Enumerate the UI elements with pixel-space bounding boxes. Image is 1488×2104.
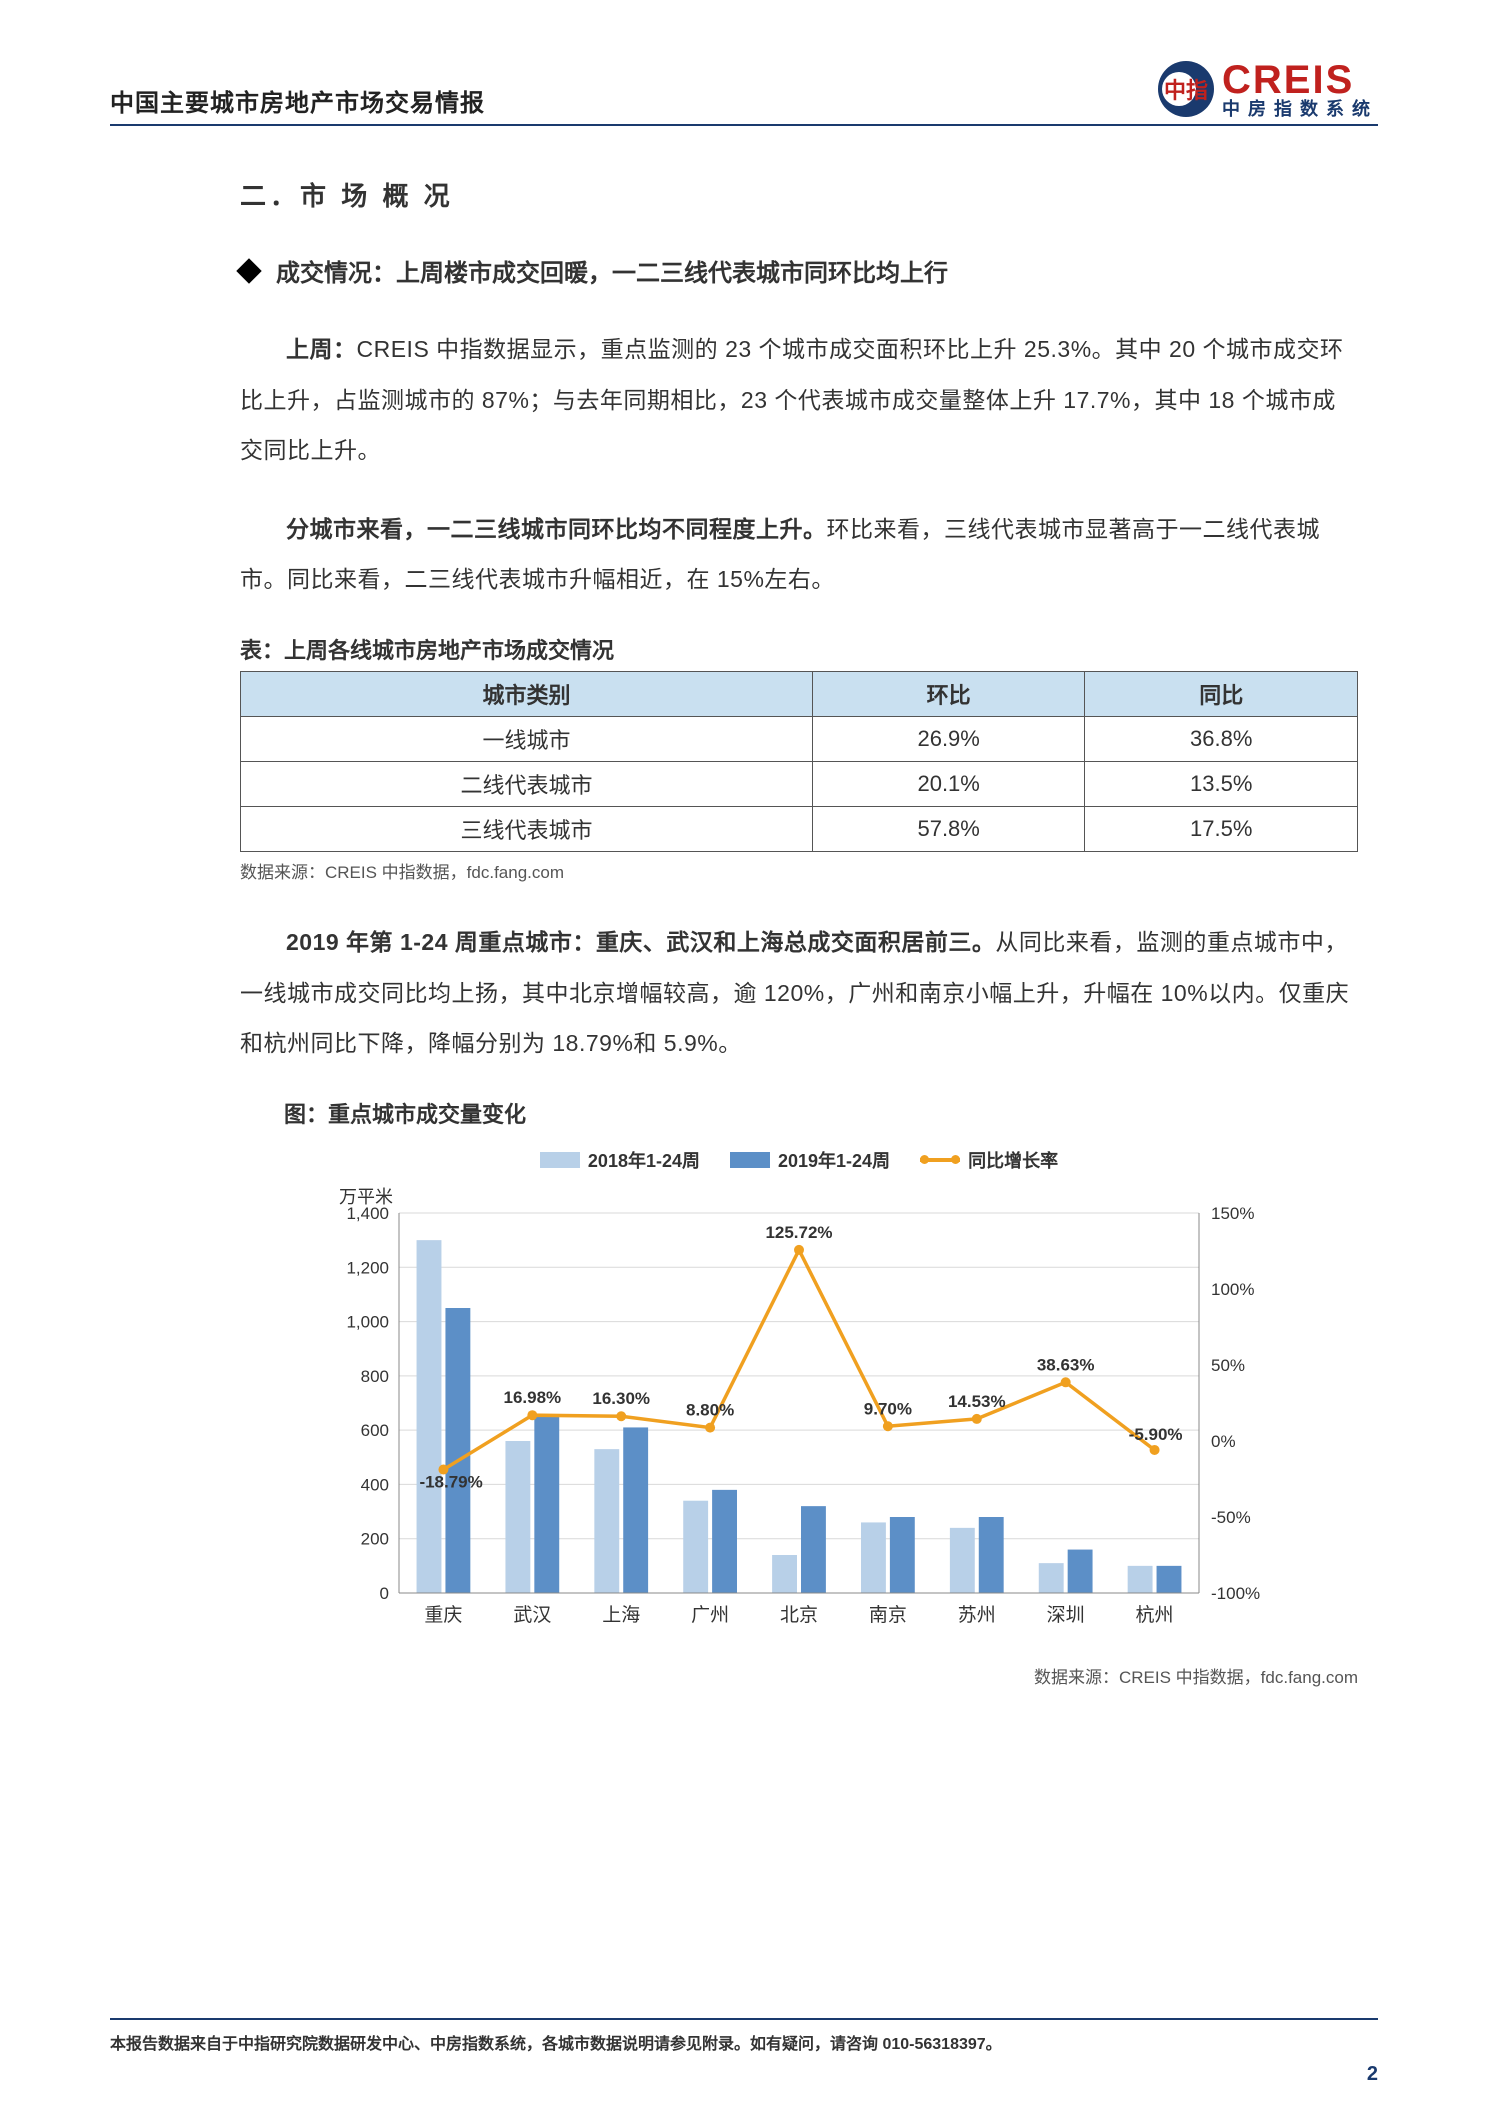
content-body: 二．市 场 概 况 成交情况：上周楼市成交回暖，一二三线代表城市同环比均上行 上… [110,176,1378,1688]
table-cell: 36.8% [1085,716,1358,761]
chart-caption: 图：重点城市成交量变化 [240,1097,1358,1129]
footer-text: 本报告数据来自于中指研究院数据研发中心、中房指数系统，各城市数据说明请参见附录。… [110,2030,1378,2054]
svg-text:苏州: 苏州 [958,1604,996,1626]
paragraph-3: 2019 年第 1-24 周重点城市：重庆、武汉和上海总成交面积居前三。从同比来… [240,917,1358,1069]
table-header-cell: 环比 [812,671,1085,716]
report-header: 中国主要城市房地产市场交易情报 中指 CREIS 中房指数系统 [110,60,1378,126]
svg-text:1,000: 1,000 [346,1312,389,1331]
bullet-heading: 成交情况：上周楼市成交回暖，一二三线代表城市同环比均上行 [240,253,1358,288]
svg-text:400: 400 [361,1475,389,1494]
chart-container: 万平米02004006008001,0001,2001,400-100%-50%… [240,1183,1358,1643]
svg-text:14.53%: 14.53% [948,1392,1006,1411]
svg-text:9.70%: 9.70% [864,1399,912,1418]
svg-text:1,200: 1,200 [346,1258,389,1277]
table-cell: 26.9% [812,716,1085,761]
svg-text:-18.79%: -18.79% [419,1472,482,1491]
logo-main-text: CREIS [1222,60,1378,100]
table-header-cell: 城市类别 [241,671,813,716]
paragraph-1: 上周：CREIS 中指数据显示，重点监测的 23 个城市成交面积环比上升 25.… [240,324,1358,476]
svg-text:广州: 广州 [691,1604,729,1626]
table-cell: 20.1% [812,761,1085,806]
legend-growth: 同比增长率 [920,1147,1058,1173]
svg-text:0: 0 [380,1584,389,1603]
paragraph-2: 分城市来看，一二三线城市同环比均不同程度上升。环比来看，三线代表城市显著高于一二… [240,504,1358,605]
table-cell: 17.5% [1085,806,1358,851]
svg-text:-100%: -100% [1211,1584,1260,1603]
diamond-bullet-icon [236,258,261,283]
table-row: 三线代表城市57.8%17.5% [241,806,1358,851]
table-row: 二线代表城市20.1%13.5% [241,761,1358,806]
page-number: 2 [1367,2063,1378,2086]
svg-text:-5.90%: -5.90% [1129,1425,1183,1444]
table-source: 数据来源：CREIS 中指数据，fdc.fang.com [240,858,1358,883]
svg-text:重庆: 重庆 [424,1604,462,1626]
bullet-text: 成交情况：上周楼市成交回暖，一二三线代表城市同环比均上行 [276,253,948,288]
svg-text:0%: 0% [1211,1432,1236,1451]
svg-text:深圳: 深圳 [1047,1604,1085,1626]
page-footer: 本报告数据来自于中指研究院数据研发中心、中房指数系统，各城市数据说明请参见附录。… [110,2018,1378,2054]
svg-text:50%: 50% [1211,1356,1245,1375]
svg-text:上海: 上海 [602,1604,640,1626]
logo-badge-icon: 中指 [1158,61,1214,117]
svg-text:16.30%: 16.30% [592,1389,650,1408]
svg-text:北京: 北京 [780,1604,818,1626]
svg-text:150%: 150% [1211,1204,1254,1223]
table-cell: 13.5% [1085,761,1358,806]
table-cell: 一线城市 [241,716,813,761]
chart-legend: 2018年1-24周 2019年1-24周 同比增长率 [240,1147,1358,1173]
svg-text:杭州: 杭州 [1136,1604,1174,1626]
table-cell: 三线代表城市 [241,806,813,851]
legend-2019: 2019年1-24周 [730,1147,890,1173]
table-caption: 表：上周各线城市房地产市场成交情况 [240,633,1358,665]
table-row: 一线城市26.9%36.8% [241,716,1358,761]
table-cell: 二线代表城市 [241,761,813,806]
table-cell: 57.8% [812,806,1085,851]
logo-sub-text: 中房指数系统 [1222,100,1378,118]
doc-title: 中国主要城市房地产市场交易情报 [110,83,485,118]
legend-2018: 2018年1-24周 [540,1147,700,1173]
svg-text:1,400: 1,400 [346,1204,389,1223]
svg-text:-50%: -50% [1211,1508,1251,1527]
svg-text:200: 200 [361,1529,389,1548]
city-volume-chart: 万平米02004006008001,0001,2001,400-100%-50%… [319,1183,1279,1643]
svg-text:武汉: 武汉 [513,1604,551,1626]
creis-logo: 中指 CREIS 中房指数系统 [1158,60,1378,118]
svg-text:8.80%: 8.80% [686,1400,734,1419]
svg-text:100%: 100% [1211,1280,1254,1299]
svg-text:16.98%: 16.98% [503,1388,561,1407]
section-title: 二．市 场 概 况 [240,176,1358,213]
svg-text:600: 600 [361,1421,389,1440]
svg-text:38.63%: 38.63% [1037,1355,1095,1374]
chart-source: 数据来源：CREIS 中指数据，fdc.fang.com [240,1663,1358,1688]
tier-table: 城市类别环比同比 一线城市26.9%36.8%二线代表城市20.1%13.5%三… [240,671,1358,852]
svg-text:800: 800 [361,1367,389,1386]
svg-text:南京: 南京 [869,1604,907,1626]
table-header-cell: 同比 [1085,671,1358,716]
svg-text:125.72%: 125.72% [765,1223,832,1242]
